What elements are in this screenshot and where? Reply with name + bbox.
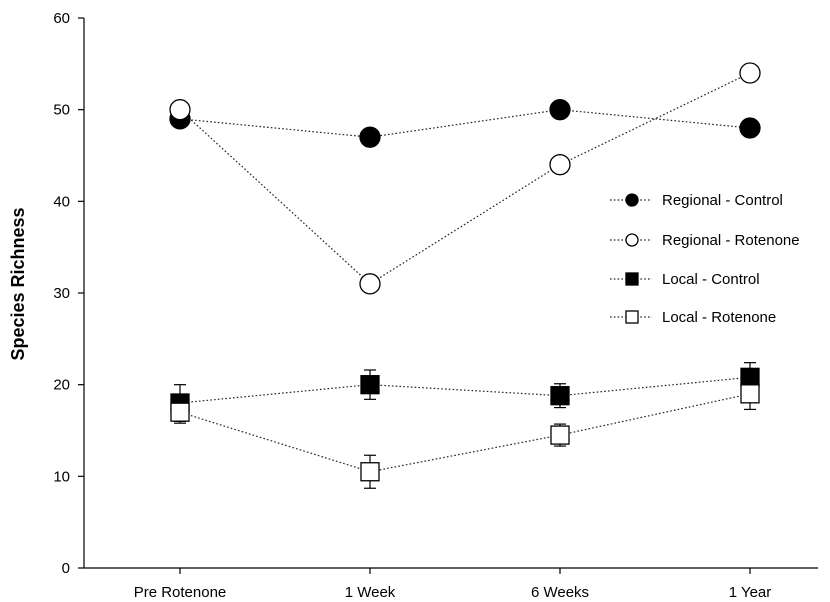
x-tick-label: 1 Year: [729, 584, 772, 601]
data-point: [740, 384, 760, 404]
data-point: [625, 310, 639, 324]
legend-label: Local - Rotenone: [662, 309, 776, 326]
axes: 0 10 20 30 40 50 60 Pre Rotenone 1 Week 6 Weeks 1 …: [53, 10, 818, 601]
series-line: [179, 109, 751, 138]
data-point: [359, 126, 381, 148]
legend-label: Regional - Rotenone: [662, 232, 800, 249]
x-tick-label: 1 Week: [345, 584, 396, 601]
series-markers: [169, 62, 761, 482]
y-tick-label: 30: [53, 285, 70, 302]
y-tick-label: 0: [62, 560, 70, 577]
x-tick-label: 6 Weeks: [531, 584, 589, 601]
legend: Regional - Control Regional - Rotenone Loc…: [610, 192, 800, 326]
data-point: [549, 154, 571, 176]
data-point: [549, 99, 571, 121]
data-point: [360, 462, 380, 482]
data-point: [740, 367, 760, 387]
legend-label: Local - Control: [662, 271, 760, 288]
legend-label: Regional - Control: [662, 192, 783, 209]
y-tick-label: 10: [53, 468, 70, 485]
data-point: [170, 402, 190, 422]
data-point: [625, 233, 639, 247]
series-line: [179, 72, 751, 285]
data-point: [550, 425, 570, 445]
y-axis-label: Species Richness: [8, 207, 28, 360]
error-bars: [174, 362, 756, 489]
data-point: [739, 62, 761, 84]
data-point: [360, 375, 380, 395]
data-point: [739, 117, 761, 139]
series-line: [179, 376, 751, 404]
y-tick-label: 50: [53, 102, 70, 119]
x-tick-label: Pre Rotenone: [134, 584, 227, 601]
data-point: [625, 193, 639, 207]
y-tick-label: 40: [53, 193, 70, 210]
series-line: [179, 393, 751, 473]
data-point: [359, 273, 381, 295]
series-lines: [179, 72, 751, 473]
y-tick-label: 20: [53, 377, 70, 394]
data-point: [625, 272, 639, 286]
data-point: [169, 99, 191, 121]
data-point: [550, 386, 570, 406]
y-tick-label: 60: [53, 10, 70, 27]
